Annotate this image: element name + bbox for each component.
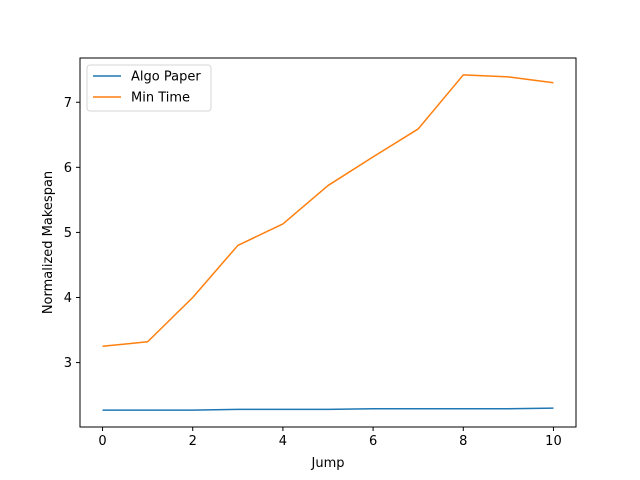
y-axis-label: Normalized Makespan <box>41 171 56 314</box>
series-line-algo-paper <box>102 407 554 411</box>
legend-label-min-time: Min Time <box>131 91 190 106</box>
x-tick-label: 2 <box>189 434 197 449</box>
x-axis-ticks: 0 2 4 6 8 10 <box>98 427 562 449</box>
series-layer <box>102 74 554 411</box>
y-tick-label: 7 <box>64 96 72 111</box>
x-tick-label: 6 <box>369 434 377 449</box>
y-tick-label: 4 <box>64 291 72 306</box>
x-axis-label: Jump <box>311 456 345 471</box>
legend: Algo Paper Min Time <box>86 64 212 112</box>
y-tick-label: 5 <box>64 226 72 241</box>
x-tick-label: 8 <box>459 434 467 449</box>
x-tick-label: 0 <box>98 434 106 449</box>
y-axis-ticks: 3 4 5 6 7 <box>64 96 80 371</box>
x-tick-label: 4 <box>279 434 287 449</box>
x-tick-label: 10 <box>545 434 562 449</box>
y-tick-label: 6 <box>64 161 72 176</box>
series-line-min-time <box>102 74 554 348</box>
y-tick-label: 3 <box>64 356 72 371</box>
legend-label-algo-paper: Algo Paper <box>131 70 201 85</box>
plot-area-frame <box>79 57 577 428</box>
